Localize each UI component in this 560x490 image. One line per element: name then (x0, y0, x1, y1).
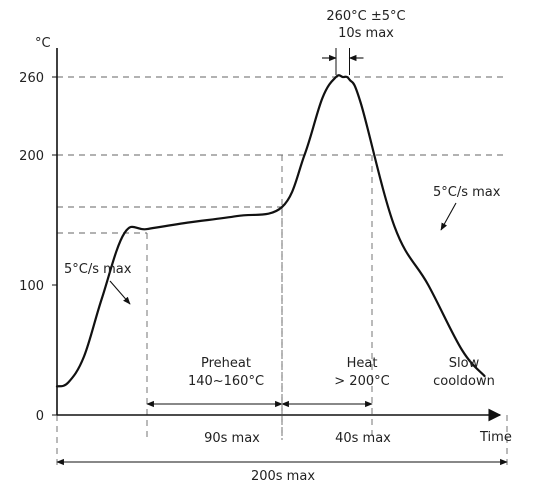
peak-time-label: 10s max (338, 26, 394, 41)
cooldown-rate-pointer (440, 202, 457, 231)
preheat-duration-label: 90s max (204, 431, 260, 446)
peak-duration-arrows (322, 48, 364, 75)
y-tick-labels: 0 100 200 260 (19, 71, 57, 424)
duration-arrows (56, 400, 508, 466)
y-tick-label: 100 (19, 279, 44, 294)
temperature-profile-line (55, 74, 486, 388)
peak-temp-label: 260°C ±5°C (326, 9, 405, 24)
y-tick-label: 260 (19, 71, 44, 86)
heat-range-label: > 200°C (334, 374, 389, 389)
total-duration-label: 200s max (251, 469, 315, 484)
ramp-up-rate-pointer (109, 280, 131, 305)
cooldown-label-2: cooldown (433, 374, 495, 389)
preheat-range-label: 140~160°C (188, 374, 264, 389)
ramp-up-rate-label: 5°C/s max (64, 262, 132, 277)
y-axis-label: °C (35, 36, 51, 51)
heat-duration-label: 40s max (335, 431, 391, 446)
phase-boundary-lines (56, 155, 508, 470)
preheat-label: Preheat (201, 356, 251, 371)
cooldown-label: Slow (449, 356, 480, 371)
x-axis-label: Time (479, 430, 512, 445)
y-tick-label: 0 (36, 409, 44, 424)
heat-label: Heat (347, 356, 378, 371)
cooldown-rate-label: 5°C/s max (433, 185, 501, 200)
y-tick-label: 200 (19, 149, 44, 164)
reference-lines (57, 76, 505, 234)
